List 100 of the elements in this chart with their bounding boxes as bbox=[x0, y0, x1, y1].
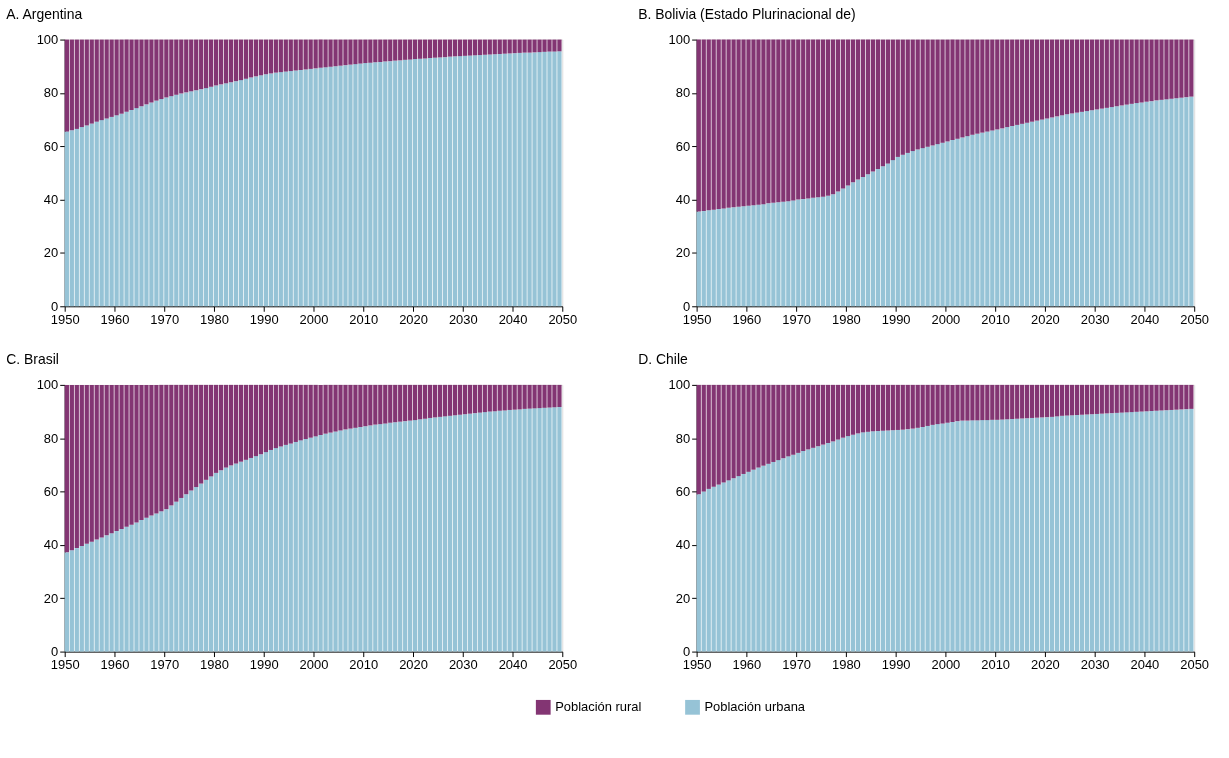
x-tick-label: 2010 bbox=[981, 311, 1011, 327]
bar bbox=[213, 472, 219, 652]
x-tick-label: 1990 bbox=[249, 311, 279, 327]
bar bbox=[228, 39, 234, 83]
bar bbox=[1059, 415, 1065, 652]
bar bbox=[213, 384, 219, 473]
bar bbox=[253, 39, 259, 77]
bar bbox=[223, 83, 229, 307]
x-tick-label: 2030 bbox=[448, 311, 478, 327]
bar bbox=[870, 384, 876, 432]
bar bbox=[830, 384, 836, 442]
bar bbox=[825, 443, 831, 652]
bar bbox=[840, 384, 846, 438]
bar bbox=[870, 39, 876, 172]
bar bbox=[447, 56, 453, 307]
bar bbox=[1069, 39, 1075, 114]
y-tick-label: 20 bbox=[675, 590, 691, 606]
bar bbox=[1029, 121, 1035, 307]
bar bbox=[845, 39, 851, 186]
bar bbox=[238, 461, 244, 652]
bar bbox=[1029, 384, 1035, 418]
x-tick-label: 2000 bbox=[931, 311, 961, 327]
bar bbox=[1069, 415, 1075, 652]
bar bbox=[243, 384, 249, 460]
bar bbox=[467, 413, 473, 652]
bar bbox=[213, 39, 219, 86]
bar bbox=[442, 416, 448, 652]
bar bbox=[427, 57, 433, 307]
bar bbox=[427, 39, 433, 58]
bar bbox=[432, 39, 438, 58]
bar bbox=[875, 431, 881, 652]
bar bbox=[1079, 111, 1085, 307]
bar bbox=[233, 463, 239, 652]
bar bbox=[1074, 39, 1080, 113]
bar bbox=[1039, 39, 1045, 120]
bar bbox=[263, 74, 269, 307]
bar bbox=[855, 433, 861, 652]
bar bbox=[417, 419, 423, 652]
bar bbox=[1079, 384, 1085, 415]
x-tick-label: 2040 bbox=[1130, 657, 1160, 672]
bar bbox=[432, 384, 438, 418]
bar bbox=[1034, 384, 1040, 418]
bar bbox=[432, 57, 438, 307]
bar bbox=[218, 470, 224, 652]
chart-title: A. Argentina bbox=[6, 5, 83, 22]
bar bbox=[830, 194, 836, 307]
y-tick-label: 60 bbox=[675, 484, 691, 500]
bar bbox=[1054, 384, 1060, 417]
bar bbox=[1074, 112, 1080, 307]
bar bbox=[830, 39, 836, 195]
x-tick-label: 2030 bbox=[1080, 311, 1110, 327]
x-tick-label: 2030 bbox=[448, 657, 478, 672]
bar bbox=[263, 452, 269, 652]
y-tick-label: 0 bbox=[682, 298, 691, 314]
bar bbox=[452, 415, 458, 652]
bar bbox=[467, 55, 473, 307]
x-tick-label: 2010 bbox=[981, 657, 1011, 672]
y-tick-label: 60 bbox=[43, 138, 59, 154]
bar bbox=[437, 416, 443, 652]
bar bbox=[860, 39, 866, 177]
bar bbox=[243, 459, 249, 652]
bar bbox=[248, 457, 254, 652]
bar bbox=[238, 80, 244, 307]
bar bbox=[835, 39, 841, 192]
bar bbox=[1069, 384, 1075, 416]
bar bbox=[447, 415, 453, 652]
x-tick-label: 2050 bbox=[548, 657, 578, 672]
bar bbox=[1029, 417, 1035, 652]
bar bbox=[865, 384, 871, 432]
bar bbox=[1039, 384, 1045, 418]
y-tick-label: 60 bbox=[43, 484, 59, 500]
bar bbox=[1064, 39, 1070, 115]
bar bbox=[422, 384, 428, 419]
bar bbox=[223, 384, 229, 468]
chart-title: D. Chile bbox=[638, 350, 688, 367]
x-tick-label: 2050 bbox=[548, 311, 578, 327]
y-tick-label: 100 bbox=[36, 377, 59, 393]
x-tick-label: 2020 bbox=[399, 311, 428, 327]
y-tick-label: 80 bbox=[43, 430, 59, 446]
y-tick-label: 20 bbox=[675, 245, 691, 261]
bar bbox=[253, 76, 259, 307]
x-tick-label: 1980 bbox=[832, 311, 861, 327]
x-tick-label: 1960 bbox=[100, 657, 130, 672]
bar bbox=[258, 454, 264, 652]
bar bbox=[248, 384, 254, 458]
bar bbox=[462, 39, 468, 56]
bar bbox=[1064, 415, 1070, 652]
bar bbox=[422, 58, 428, 307]
bar bbox=[442, 384, 448, 417]
bar bbox=[865, 39, 871, 175]
bar bbox=[1039, 417, 1045, 652]
x-tick-label: 2010 bbox=[349, 311, 379, 327]
y-tick-label: 20 bbox=[43, 590, 59, 606]
bar bbox=[253, 456, 259, 652]
bar bbox=[1059, 384, 1065, 416]
bar bbox=[452, 384, 458, 416]
bar bbox=[417, 58, 423, 307]
bar bbox=[228, 384, 234, 466]
bar bbox=[870, 431, 876, 652]
x-tick-label: 2000 bbox=[299, 311, 329, 327]
